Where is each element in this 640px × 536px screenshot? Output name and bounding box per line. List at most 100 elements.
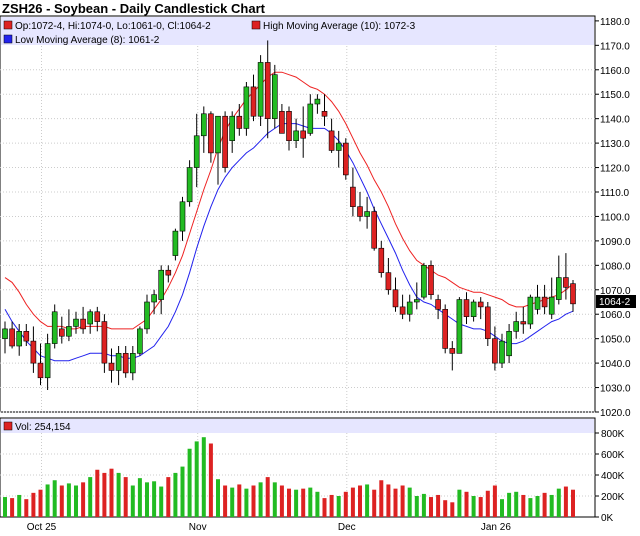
candle — [513, 311, 520, 339]
volume-bar — [287, 488, 291, 517]
volume-bar — [421, 493, 426, 517]
candle-body-down — [350, 186, 356, 207]
candle-body-up — [421, 265, 427, 298]
volume-bar — [528, 498, 533, 517]
candle-body-down — [58, 328, 65, 337]
candle-body-up — [470, 301, 477, 317]
candle — [470, 299, 477, 322]
candle-body-down — [250, 86, 257, 117]
candle-body-down — [30, 340, 37, 364]
x-tick-label: Jan 26 — [481, 522, 511, 533]
candle — [23, 324, 30, 346]
volume-bar — [244, 488, 249, 517]
candle-body-up — [73, 318, 79, 327]
volume-tick-label: 600K — [601, 450, 625, 461]
candle — [144, 294, 150, 334]
candle — [492, 326, 498, 371]
volume-bar — [159, 486, 164, 517]
volume-bar — [109, 468, 114, 517]
candle — [506, 324, 512, 364]
candle — [264, 40, 271, 139]
candle — [385, 258, 392, 295]
candle-body-down — [37, 362, 44, 379]
volume-bar — [152, 481, 157, 517]
candle — [193, 113, 200, 188]
volume-legend-text: Vol: 254,154 — [15, 422, 71, 433]
last-price-label-bg — [596, 295, 636, 308]
candle-body-down — [342, 142, 349, 176]
candle — [271, 64, 278, 129]
candle — [342, 138, 349, 180]
price-tick-label: 1180.0 — [600, 17, 630, 28]
candle-body-down — [399, 306, 406, 315]
volume-bar — [429, 497, 433, 517]
candle-body-up — [2, 328, 8, 339]
candle — [30, 326, 37, 373]
candle-body-down — [208, 113, 214, 154]
volume-bar — [10, 498, 15, 517]
candle-body-down — [541, 296, 548, 308]
candle-body-up — [243, 86, 250, 129]
candle-body-up — [144, 301, 150, 330]
candle-body-down — [492, 338, 498, 364]
x-tick-label: Dec — [338, 522, 356, 533]
candle — [115, 346, 122, 386]
volume-bar — [38, 489, 43, 517]
high-ma-legend-swatch — [251, 20, 261, 30]
volume-bar — [3, 497, 7, 517]
candle-body-down — [463, 299, 470, 317]
volume-bar — [393, 488, 398, 517]
candle — [208, 111, 214, 163]
volume-bar — [74, 485, 78, 517]
candle — [137, 326, 143, 356]
volume-bar — [237, 484, 242, 517]
candle — [435, 294, 441, 320]
price-tick-label: 1160.0 — [600, 66, 630, 77]
volume-bar — [350, 487, 355, 517]
candle — [87, 309, 93, 334]
candle — [406, 294, 413, 322]
candle — [51, 304, 58, 349]
candle — [449, 341, 456, 371]
volume-bar — [556, 488, 561, 517]
candle — [165, 265, 172, 283]
candle — [442, 304, 449, 354]
price-tick-label: 1020.0 — [600, 408, 631, 419]
candle — [520, 306, 527, 334]
candle — [548, 277, 555, 320]
chart-title: ZSH26 - Soybean - Daily Candlestick Char… — [2, 1, 266, 16]
volume-bar — [201, 437, 206, 517]
candle — [179, 196, 186, 241]
candle-body-up — [215, 115, 221, 154]
candle — [371, 206, 378, 251]
volume-bar — [514, 491, 519, 517]
candle-body-up — [314, 98, 321, 105]
volume-bar — [130, 485, 135, 517]
volume-legend-swatch — [3, 421, 13, 431]
volume-bar — [436, 494, 441, 517]
candle-body-up — [364, 211, 370, 217]
volume-bar — [492, 485, 497, 517]
price-panel — [0, 15, 596, 413]
candle-body-up — [307, 103, 314, 134]
volume-bar — [443, 500, 448, 517]
candle-body-down — [122, 353, 129, 374]
candle — [428, 260, 434, 300]
candle-body-up — [534, 296, 541, 310]
x-tick-label: Nov — [189, 522, 207, 533]
candle-body-up — [186, 167, 193, 203]
volume-bar — [208, 443, 213, 517]
price-axis: 1180.0 1170.0 1160.0 1150.0 1140.0 1130.0 1120… — [595, 17, 631, 419]
last-price-marker: 1064-2 — [596, 295, 636, 308]
volume-bar — [507, 492, 512, 517]
candle — [9, 321, 15, 349]
volume-bar — [59, 485, 64, 517]
x-tick-label: Oct 25 — [27, 522, 57, 533]
volume-bar — [457, 489, 462, 517]
candle — [463, 292, 470, 324]
last-price-label: 1064-2 — [599, 297, 631, 308]
candle-body-up — [229, 115, 235, 141]
candle — [392, 277, 399, 312]
volume-bar — [365, 484, 370, 517]
candle-body-up — [335, 142, 342, 151]
